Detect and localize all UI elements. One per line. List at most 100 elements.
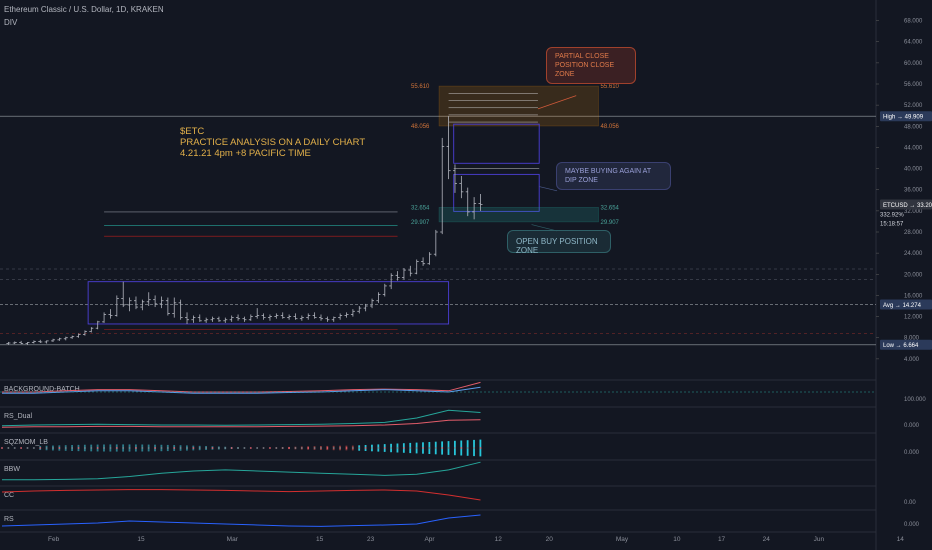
pane1-line-green [1, 409, 481, 427]
pane-scale-0: 100.000 [904, 397, 926, 403]
indicator-div-label: DIV [4, 18, 18, 27]
squeeze-dot [77, 447, 80, 449]
squeeze-dot [218, 447, 220, 449]
squeeze-dot [71, 447, 74, 449]
partial-close-zone-label: PARTIAL CLOSE POSITION CLOSE ZONE [546, 47, 636, 84]
y-tick-label: 64.000 [904, 40, 923, 46]
dip-zone-box-top [453, 123, 540, 164]
squeeze-dot [294, 447, 297, 449]
y-tick-label: 24.000 [904, 251, 923, 257]
x-tick-label: May [616, 536, 629, 543]
squeeze-dot [262, 447, 265, 449]
squeeze-dot [269, 447, 271, 449]
annotation-line-2: PRACTICE ANALYSIS ON A DAILY CHART [180, 137, 366, 148]
y-tick-label: 4.000 [904, 357, 920, 363]
pane-title-1: RS_Dual [4, 413, 32, 420]
squeeze-dot [460, 447, 463, 449]
squeeze-dot [224, 447, 227, 449]
squeeze-dot [45, 447, 48, 449]
drawings-layer: 55.610 55.610 48.056 48.056 32.654 32.654 29.9… [0, 84, 876, 346]
squeeze-dot [160, 447, 163, 449]
analysis-annotation: $ETC PRACTICE ANALYSIS ON A DAILY CHART … [180, 126, 365, 159]
x-tick-label: Feb [48, 536, 60, 543]
pane-title-5: RS [4, 516, 14, 523]
open-buy-zone-label: OPEN BUY POSITION ZONE [507, 230, 611, 255]
squeeze-dot [434, 447, 437, 449]
squeeze-dot [249, 447, 252, 449]
squeeze-dot [345, 447, 348, 449]
buy-connector-line [531, 224, 558, 232]
zone-connector-line [537, 95, 577, 110]
low-price-badge: Low → 6.664 [880, 339, 932, 350]
open-buy-zone-box [438, 207, 599, 223]
pane1-line-red [1, 419, 481, 428]
squeeze-dot [352, 447, 354, 449]
level-label-right: 32.654 [601, 205, 620, 211]
high-price-badge-bg [880, 111, 932, 122]
x-tick-label: 10 [673, 536, 681, 543]
price-axis: 68.000 64.000 60.000 56.000 52.000 48.000 44.0… [876, 19, 932, 363]
squeeze-dot [186, 447, 188, 449]
pane-scale-2: 0.000 [904, 450, 920, 456]
squeeze-dot [256, 447, 259, 449]
squeeze-dot [479, 447, 482, 449]
x-tick-label: Mar [227, 536, 239, 543]
squeeze-dot [441, 447, 444, 449]
candle-countdown-label: 15:18:57 [880, 221, 904, 227]
rs-line [1, 514, 481, 527]
squeeze-dot [320, 447, 322, 449]
low-price-badge-bg [880, 339, 932, 350]
squeeze-dot [1, 447, 3, 449]
level-label-left: 32.654 [411, 205, 430, 211]
squeeze-dot [115, 447, 118, 449]
avg-price-badge-bg [880, 299, 932, 310]
avg-price-badge: Avg → 14.274 [880, 299, 932, 310]
y-tick-label: 44.000 [904, 145, 923, 151]
y-tick-label: 56.000 [904, 82, 923, 88]
squeeze-dot [364, 447, 367, 449]
squeeze-dot [415, 447, 418, 449]
squeeze-dot [473, 447, 476, 449]
level-label-right: 48.056 [601, 124, 620, 130]
squeeze-dot [396, 447, 399, 449]
pane-title-3: BBW [4, 466, 20, 473]
level-label-left: 48.056 [411, 124, 430, 130]
squeeze-dot [454, 447, 456, 449]
y-tick-label: 52.000 [904, 103, 923, 109]
squeeze-dot [39, 447, 42, 449]
squeeze-dot [377, 447, 380, 449]
squeeze-dot [58, 447, 61, 449]
partial-close-zone-box [438, 85, 599, 127]
bbw-line [2, 461, 481, 481]
squeeze-dot [198, 447, 201, 449]
y-tick-label: 12.000 [904, 315, 923, 321]
squeeze-dot [409, 447, 412, 449]
squeeze-dot [7, 447, 10, 449]
y-tick-label: 32.000 [904, 209, 923, 215]
y-tick-label: 36.000 [904, 188, 923, 194]
squeeze-dot [166, 447, 169, 449]
squeeze-dot [313, 447, 316, 449]
y-tick-label: 28.000 [904, 230, 923, 236]
time-axis: Feb15Mar1523Apr1220May101724Jun1422Jul [0, 531, 905, 543]
y-tick-label: 20.000 [904, 272, 923, 278]
squeeze-dot [243, 447, 246, 449]
x-tick-label: 20 [546, 536, 554, 543]
y-tick-label: 16.000 [904, 293, 923, 299]
x-tick-label: 14 [897, 536, 905, 543]
squeeze-dot [141, 447, 144, 449]
squeeze-dot [281, 447, 284, 449]
squeeze-dot [179, 447, 182, 449]
squeeze-dot [332, 447, 335, 449]
pane-scale-4: 0.00 [904, 500, 916, 506]
x-tick-label: 15 [137, 536, 145, 543]
level-label-right: 55.610 [601, 84, 620, 90]
level-label-right: 29.907 [601, 220, 620, 226]
squeeze-dot [390, 447, 393, 449]
candlestick-series [6, 116, 483, 345]
indicator-panes: BACKGROUND-BATCH 100.000 RS_Dual 0.000 SQZMO… [0, 379, 926, 528]
pane-title-4: CC [4, 492, 14, 499]
dip-connector-line [539, 186, 558, 192]
x-tick-label: Jun [814, 536, 825, 543]
x-tick-label: Apr [424, 536, 435, 543]
